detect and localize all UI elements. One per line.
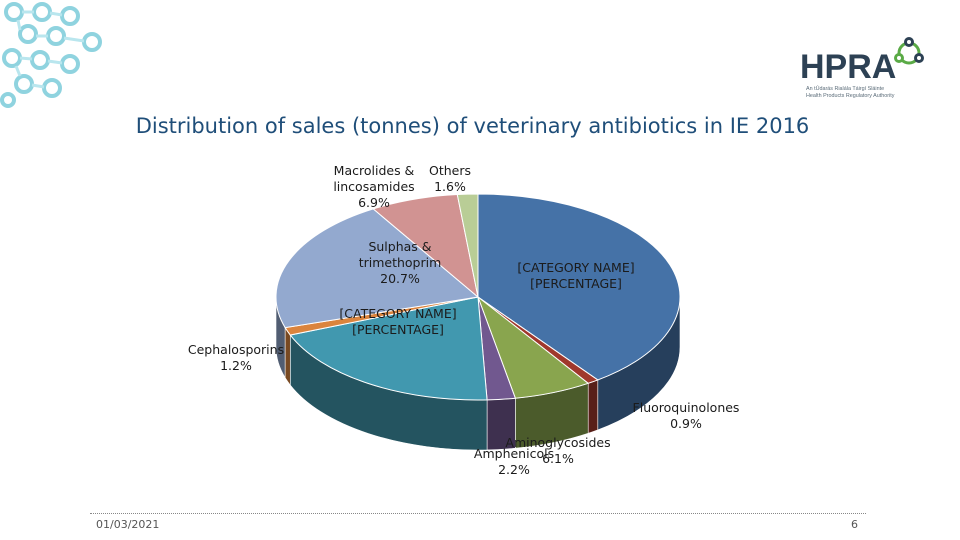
pie-3d-sides <box>275 296 681 451</box>
pie-label-6: Sulphas & trimethoprim 20.7% <box>359 239 442 286</box>
pie-label-line: 1.2% <box>220 358 252 373</box>
pie-label-8: Others 1.6% <box>429 163 471 194</box>
pie-label-line: Amphenicols <box>474 446 554 461</box>
footer-date: 01/03/2021 <box>96 518 160 531</box>
pie-label-line: 1.6% <box>434 179 466 194</box>
pie-label-line: lincosamides <box>333 179 414 194</box>
pie-label-line: 2.2% <box>498 462 530 477</box>
pie-label-line: 6.9% <box>358 195 390 210</box>
pie-label-line: trimethoprim <box>359 255 442 270</box>
pie-label-line: Sulphas & <box>368 239 431 254</box>
pie-label-line: 20.7% <box>380 271 420 286</box>
pie-side-1 <box>587 379 599 434</box>
chart-title: Distribution of sales (tonnes) of veteri… <box>135 114 810 138</box>
pie-labels: [CATEGORY NAME] [PERCENTAGE]Fluoroquinolo… <box>188 163 740 477</box>
hpra-logo: HPRA An tÚdarás Rialála Táirgí Sláinte H… <box>800 36 930 106</box>
pie-label-0: [CATEGORY NAME] [PERCENTAGE] <box>517 260 634 291</box>
pie-label-line: Cephalosporins <box>188 342 284 357</box>
pie-label-1: Fluoroquinolones 0.9% <box>633 400 740 431</box>
pie-side-5 <box>284 326 291 386</box>
pie-label-line: Aminoglycosides <box>505 435 610 450</box>
pie-3d-tops <box>275 193 681 401</box>
pie-label-2: Aminoglycosides 6.1% <box>505 435 610 466</box>
pie-label-5: Cephalosporins 1.2% <box>188 342 284 373</box>
molecule-ring-icon <box>894 37 924 65</box>
logo-wordmark: HPRA <box>800 48 897 86</box>
pie-label-7: Macrolides & lincosamides 6.9% <box>333 163 414 210</box>
pie-label-line: Macrolides & <box>334 163 415 178</box>
footer-divider <box>90 513 866 514</box>
pie-slice-6 <box>275 208 480 329</box>
pie-label-line: [CATEGORY NAME] <box>339 306 456 321</box>
pie-label-line: [PERCENTAGE] <box>530 276 622 291</box>
pie-label-line: [PERCENTAGE] <box>352 322 444 337</box>
pie-label-4: [CATEGORY NAME] [PERCENTAGE] <box>339 306 456 337</box>
pie-label-3: Amphenicols 2.2% <box>474 446 554 477</box>
pie-label-line: Others <box>429 163 471 178</box>
pie-label-line: [CATEGORY NAME] <box>517 260 634 275</box>
page-number: 6 <box>851 518 858 531</box>
pie-label-line: 6.1% <box>542 451 574 466</box>
pie-label-line: 0.9% <box>670 416 702 431</box>
pie-slice-0 <box>477 193 681 381</box>
logo-irish-name: An tÚdarás Rialála Táirgí Sláinte <box>806 86 885 92</box>
pie-label-line: Fluoroquinolones <box>633 400 740 415</box>
pie-slice-8 <box>456 193 479 298</box>
pie-slice-4 <box>289 296 488 401</box>
molecule-pattern-icon <box>0 2 102 108</box>
logo-english-name: Health Products Regulatory Authority <box>806 93 895 99</box>
